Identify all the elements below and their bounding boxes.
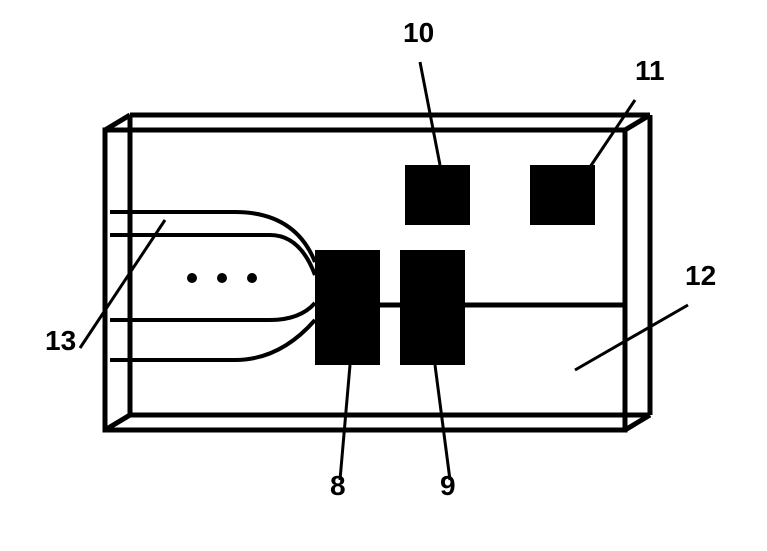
schematic-diagram: 10 11 12 13 8 9 (0, 0, 767, 551)
wire-2 (110, 303, 315, 320)
callout-label-11: 11 (635, 55, 665, 86)
ellipsis-dot-1 (217, 273, 227, 283)
callout-label-9: 9 (440, 470, 456, 501)
callout-label-8: 8 (330, 470, 346, 501)
callout-label-13: 13 (45, 325, 76, 356)
callout-line-12 (575, 305, 688, 370)
component-10 (405, 165, 470, 225)
callout-line-9 (435, 365, 450, 480)
diagram-svg: 10 11 12 13 8 9 (0, 0, 767, 551)
wire-3 (110, 320, 315, 360)
callout-label-10: 10 (403, 17, 434, 48)
callout-line-11 (588, 100, 635, 170)
ellipsis-dot-0 (187, 273, 197, 283)
callout-label-12: 12 (685, 260, 716, 291)
ellipsis-dot-2 (247, 273, 257, 283)
component-9 (400, 250, 465, 365)
callout-line-13 (80, 220, 165, 348)
callout-line-8 (340, 365, 350, 480)
component-8 (315, 250, 380, 365)
component-11 (530, 165, 595, 225)
